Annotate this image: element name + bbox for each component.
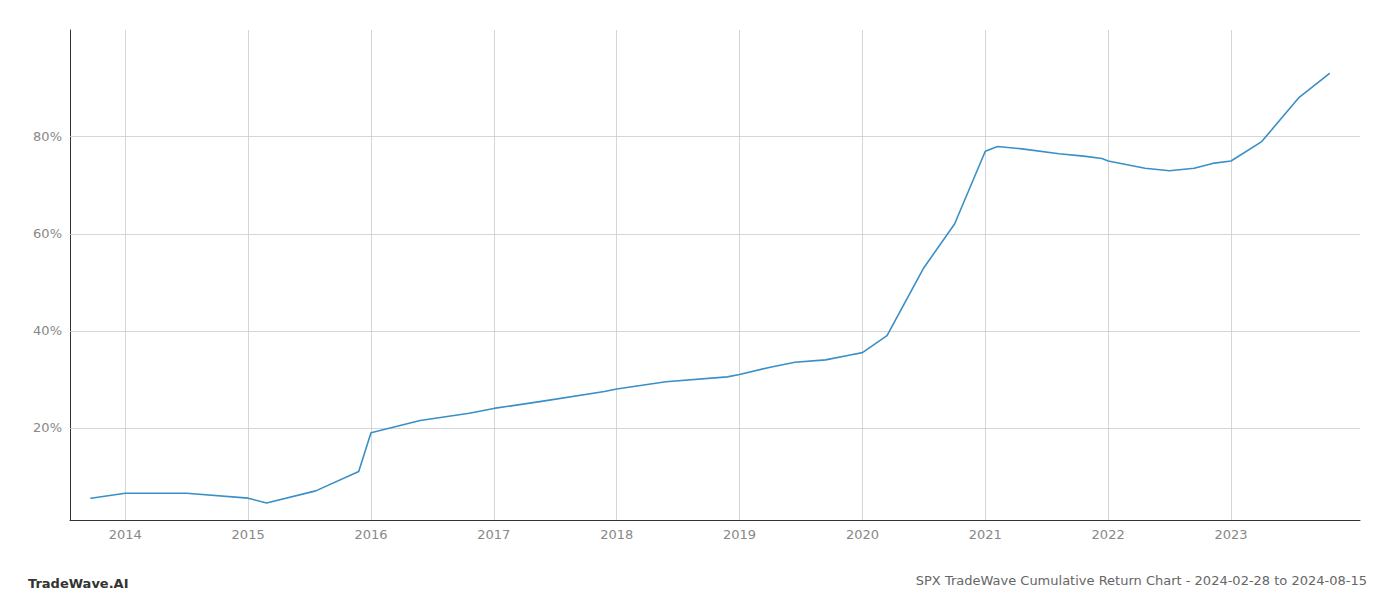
svg-text:SPX TradeWave Cumulative Retur: SPX TradeWave Cumulative Return Chart - … (916, 573, 1367, 588)
svg-text:2018: 2018 (600, 527, 633, 542)
svg-text:2017: 2017 (477, 527, 510, 542)
svg-text:60%: 60% (33, 226, 62, 241)
svg-text:20%: 20% (33, 420, 62, 435)
svg-text:40%: 40% (33, 323, 62, 338)
svg-text:2023: 2023 (1214, 527, 1247, 542)
svg-text:2020: 2020 (846, 527, 879, 542)
svg-text:2021: 2021 (969, 527, 1002, 542)
svg-text:80%: 80% (33, 129, 62, 144)
svg-text:2019: 2019 (723, 527, 756, 542)
svg-text:2022: 2022 (1092, 527, 1125, 542)
svg-text:2014: 2014 (109, 527, 142, 542)
svg-text:2015: 2015 (232, 527, 265, 542)
svg-text:2016: 2016 (354, 527, 387, 542)
svg-text:TradeWave.AI: TradeWave.AI (28, 576, 129, 591)
